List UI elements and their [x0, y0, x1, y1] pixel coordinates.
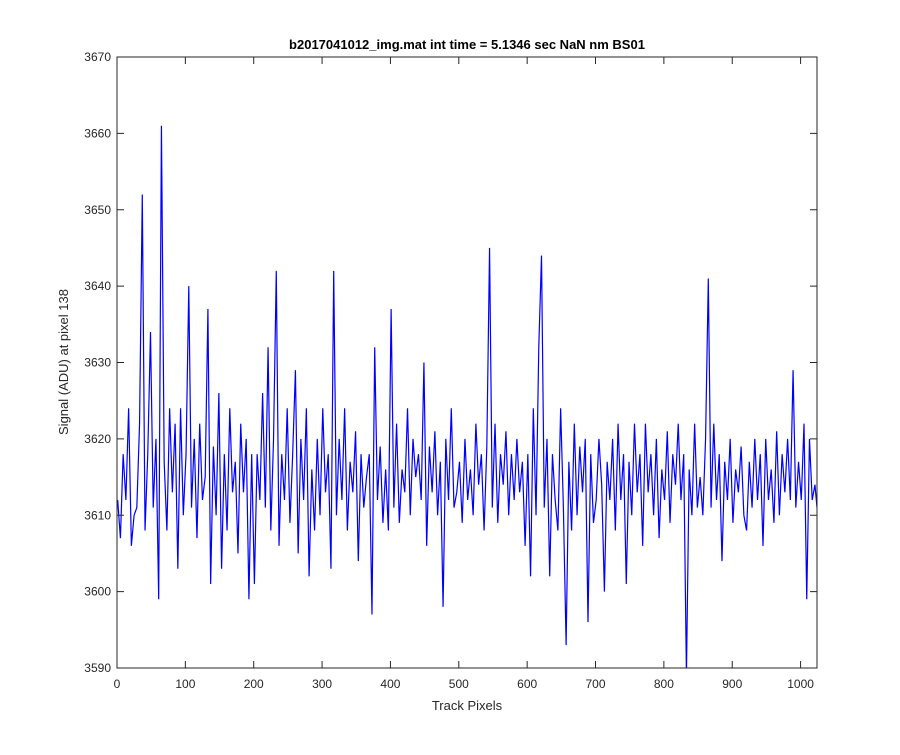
x-tick-label: 600 [517, 677, 537, 691]
y-tick-label: 3590 [84, 661, 111, 675]
y-tick-label: 3610 [84, 508, 111, 522]
x-tick-label: 100 [175, 677, 195, 691]
x-tick-label: 0 [114, 677, 121, 691]
chart-title: b2017041012_img.mat int time = 5.1346 se… [289, 37, 645, 52]
y-tick-label: 3650 [84, 203, 111, 217]
y-axis-title: Signal (ADU) at pixel 138 [56, 289, 71, 435]
series-line [117, 125, 817, 668]
series-layer [117, 125, 817, 668]
x-tick-label: 1000 [787, 677, 814, 691]
x-tick-label: 900 [722, 677, 742, 691]
x-tick-label: 400 [380, 677, 400, 691]
y-tick-label: 3640 [84, 279, 111, 293]
x-tick-label: 500 [449, 677, 469, 691]
x-axis-title: Track Pixels [432, 698, 503, 713]
y-tick-label: 3670 [84, 50, 111, 64]
plot-area-background [117, 57, 817, 668]
x-tick-label: 700 [586, 677, 606, 691]
y-tick-label: 3620 [84, 432, 111, 446]
x-tick-label: 200 [244, 677, 264, 691]
ticks-layer: 0 100 200 300 400 500 600 700 800 900 1000 3590 3600… [84, 50, 817, 691]
y-tick-label: 3600 [84, 585, 111, 599]
y-tick-label: 3660 [84, 126, 111, 140]
x-tick-label: 800 [654, 677, 674, 691]
x-tick-label: 300 [312, 677, 332, 691]
y-tick-label: 3630 [84, 356, 111, 370]
